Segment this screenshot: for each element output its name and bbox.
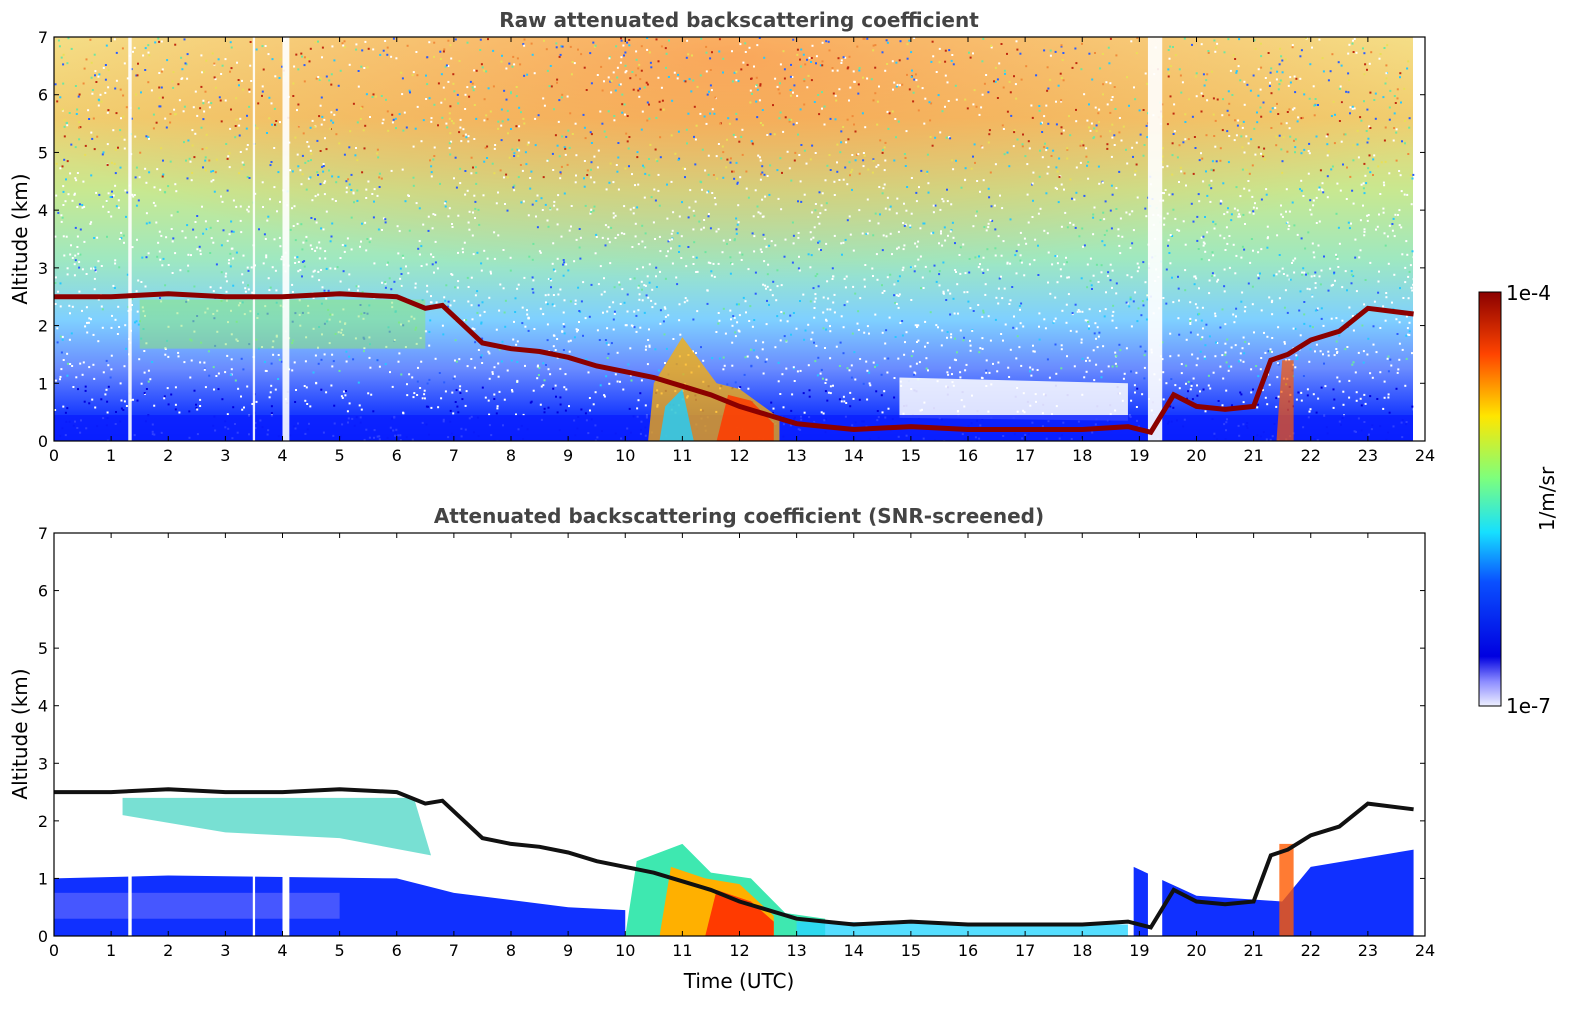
x-tick-label: 11	[672, 941, 692, 960]
x-tick-label: 5	[335, 941, 345, 960]
x-tick-label: 13	[786, 446, 806, 465]
x-tick-label: 10	[615, 941, 635, 960]
x-tick-label: 8	[506, 446, 516, 465]
y-tick-label: 7	[38, 524, 48, 543]
x-tick-label: 19	[1129, 446, 1149, 465]
colorbar: 1e-4 1e-7 1/m/sr	[1478, 281, 1559, 718]
x-tick-label: 23	[1358, 446, 1378, 465]
y-tick-label: 3	[38, 259, 48, 278]
panel1-title: Raw attenuated backscattering coefficien…	[499, 8, 979, 32]
x-tick-label: 3	[220, 446, 230, 465]
y-tick-label: 5	[38, 639, 48, 658]
aerosol-features	[54, 37, 1413, 441]
panel2-x-ticks: 0 1 2 3 4 5 6 7 8 9 10 11 12 13 14 15 16 17 18 19 20 21 22 23 24	[49, 533, 1435, 960]
x-tick-label: 22	[1301, 446, 1321, 465]
x-tick-label: 20	[1186, 941, 1206, 960]
y-tick-label: 2	[38, 317, 48, 336]
y-tick-label: 1	[38, 374, 48, 393]
y-tick-label: 4	[38, 697, 48, 716]
x-tick-label: 4	[277, 446, 287, 465]
x-tick-label: 14	[844, 941, 864, 960]
x-tick-label: 12	[729, 941, 749, 960]
panel2-y-axis-label: Altitude (km)	[8, 668, 32, 799]
x-tick-label: 16	[958, 941, 978, 960]
cloud-base-layer-screened	[54, 787, 1414, 930]
x-tick-label: 19	[1129, 941, 1149, 960]
x-axis-label: Time (UTC)	[683, 969, 795, 993]
x-tick-label: 7	[449, 446, 459, 465]
cloud-base-layer	[54, 291, 1414, 436]
x-tick-label: 5	[335, 446, 345, 465]
x-tick-label: 18	[1072, 446, 1092, 465]
y-tick-label: 6	[38, 582, 48, 601]
x-tick-label: 22	[1301, 941, 1321, 960]
x-tick-label: 10	[615, 446, 635, 465]
colorbar-gradient	[1478, 291, 1502, 707]
x-tick-label: 15	[901, 446, 921, 465]
y-tick-label: 1	[38, 869, 48, 888]
x-tick-label: 13	[786, 941, 806, 960]
x-tick-label: 6	[392, 941, 402, 960]
colorbar-min-label: 1e-7	[1506, 694, 1551, 718]
x-tick-label: 17	[1015, 446, 1035, 465]
raw-backscatter-panel: Raw attenuated backscattering coefficien…	[8, 8, 1435, 465]
colorbar-unit-label: 1/m/sr	[1535, 466, 1559, 531]
y-tick-label: 0	[38, 432, 48, 451]
screened-features	[54, 797, 1414, 936]
x-tick-label: 7	[449, 941, 459, 960]
x-tick-label: 18	[1072, 941, 1092, 960]
x-tick-label: 1	[106, 446, 116, 465]
colorbar-max-label: 1e-4	[1506, 281, 1551, 305]
x-tick-label: 12	[729, 446, 749, 465]
x-tick-label: 15	[901, 941, 921, 960]
x-tick-label: 2	[163, 941, 173, 960]
y-tick-label: 3	[38, 754, 48, 773]
panel2-frame	[53, 532, 1426, 937]
x-tick-label: 0	[49, 941, 59, 960]
x-tick-label: 3	[220, 941, 230, 960]
x-tick-label: 21	[1243, 941, 1263, 960]
panel1-y-axis-label: Altitude (km)	[8, 173, 32, 304]
x-tick-label: 17	[1015, 941, 1035, 960]
x-tick-label: 21	[1243, 446, 1263, 465]
y-tick-label: 0	[38, 927, 48, 946]
x-tick-label: 8	[506, 941, 516, 960]
x-tick-label: 16	[958, 446, 978, 465]
y-tick-label: 5	[38, 143, 48, 162]
x-tick-label: 1	[106, 941, 116, 960]
x-tick-label: 14	[844, 446, 864, 465]
y-tick-label: 4	[38, 201, 48, 220]
panel2-title: Attenuated backscattering coefficient (S…	[434, 504, 1044, 528]
x-tick-label: 6	[392, 446, 402, 465]
panel2-y-ticks: 0 1 2 3 4 5 6 7	[38, 524, 1425, 946]
x-tick-label: 4	[277, 941, 287, 960]
x-tick-label: 9	[563, 446, 573, 465]
x-tick-label: 0	[49, 446, 59, 465]
panel1-x-ticks: 0 1 2 3 4 5 6 7 8 9 10 11 12 13 14 15 16 17 18 19 20 21 22 23 24	[49, 37, 1435, 465]
y-tick-label: 2	[38, 812, 48, 831]
y-tick-label: 7	[38, 28, 48, 47]
y-tick-label: 6	[38, 86, 48, 105]
x-tick-label: 24	[1415, 941, 1435, 960]
panel1-image	[54, 37, 1415, 441]
x-tick-label: 24	[1415, 446, 1435, 465]
x-tick-label: 20	[1186, 446, 1206, 465]
screened-backscatter-panel: Attenuated backscattering coefficient (S…	[8, 504, 1435, 993]
x-tick-label: 23	[1358, 941, 1378, 960]
x-tick-label: 9	[563, 941, 573, 960]
x-tick-label: 11	[672, 446, 692, 465]
panel2-image	[54, 787, 1414, 936]
panel1-y-ticks: 0 1 2 3 4 5 6 7	[38, 28, 1425, 451]
x-tick-label: 2	[163, 446, 173, 465]
